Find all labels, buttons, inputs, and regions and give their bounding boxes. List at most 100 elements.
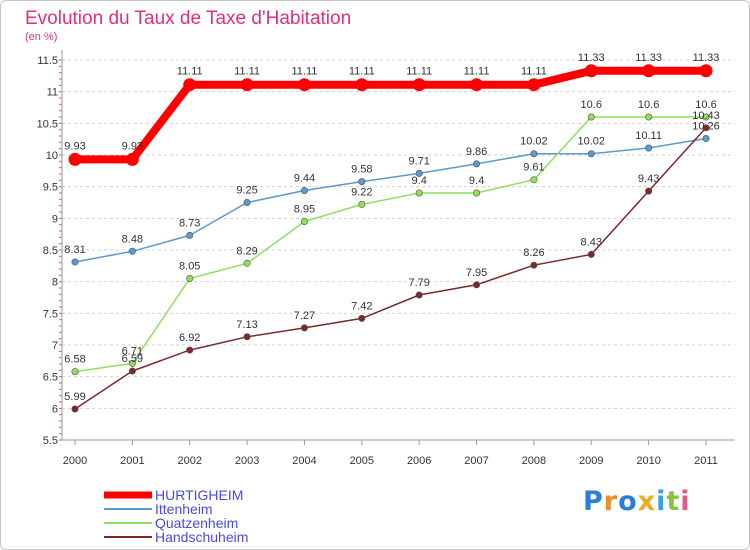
y-tick-label: 5.5 — [43, 435, 58, 447]
data-label: 7.79 — [408, 277, 429, 289]
chart-title: Evolution du Taux de Taxe d'Habitation — [25, 8, 351, 29]
data-point — [355, 78, 369, 92]
data-point — [125, 152, 139, 166]
data-label: 9.61 — [523, 162, 544, 174]
data-point — [470, 78, 484, 92]
data-label: 10.02 — [520, 136, 548, 148]
series-line-handschuheim — [74, 127, 707, 410]
x-tick-label: 2005 — [350, 455, 374, 467]
data-label: 7.13 — [236, 319, 257, 331]
data-point — [243, 259, 251, 267]
data-label: 6.59 — [122, 353, 143, 365]
data-label: 8.26 — [523, 247, 544, 259]
x-tick-label: 2011 — [694, 455, 718, 467]
data-point — [297, 78, 311, 92]
y-tick-label: 8 — [52, 277, 58, 289]
data-point — [186, 274, 194, 282]
legend-label: Handschuheim — [155, 529, 248, 545]
x-tick-label: 2009 — [579, 455, 603, 467]
axes: 5.5 6 6.5 7 7.5 8 8.5 9 9.5 10 10.5 11 11.5 2000 2001 2… — [37, 50, 735, 467]
data-labels: 9.93 9.93 11.11 11.11 11.11 11.11 11.11 11.11 11… — [64, 52, 719, 403]
data-point — [473, 189, 481, 197]
x-tick-label: 2004 — [292, 455, 316, 467]
data-label: 11.33 — [693, 52, 720, 64]
y-tick-label: 10 — [46, 150, 58, 162]
data-label: 7.42 — [351, 300, 372, 312]
data-point — [702, 113, 710, 121]
data-label: 11.11 — [464, 66, 490, 78]
data-label: 7.95 — [466, 267, 487, 279]
logo-letter: o — [618, 486, 638, 517]
data-point — [300, 324, 308, 332]
data-label: 9.22 — [351, 186, 372, 198]
data-label: 11.33 — [578, 52, 605, 64]
data-point — [584, 64, 598, 78]
data-point — [186, 346, 194, 354]
data-label: 6.92 — [179, 332, 200, 344]
logo-letter: x — [637, 486, 657, 517]
data-label: 10.02 — [578, 136, 606, 148]
data-label: 9.93 — [64, 140, 85, 152]
data-point — [71, 258, 79, 266]
series-line-quatzenheim — [74, 116, 706, 373]
data-point — [243, 333, 251, 341]
y-tick-label: 11 — [47, 87, 58, 99]
data-label: 10.6 — [695, 99, 716, 111]
data-label: 9.58 — [351, 164, 372, 176]
y-tick-label: 7.5 — [43, 308, 58, 320]
data-label: 11.33 — [635, 52, 662, 64]
data-label: 8.48 — [122, 233, 143, 245]
legend-label: Ittenheim — [155, 501, 213, 517]
data-point — [702, 124, 710, 132]
data-label: 9.71 — [408, 155, 429, 167]
unit-label: (en %) — [25, 31, 57, 43]
logo-letter: P — [583, 486, 604, 517]
data-label: 7.27 — [294, 310, 315, 322]
data-label: 9.4 — [412, 175, 427, 187]
y-tick-label: 6 — [52, 403, 58, 415]
data-point — [415, 169, 423, 177]
data-label: 8.43 — [581, 236, 602, 248]
data-point — [71, 368, 79, 376]
data-point — [358, 314, 366, 322]
x-tick-label: 2002 — [177, 455, 201, 467]
y-tick-label: 8.5 — [43, 245, 58, 257]
legend: HURTIGHEIMIttenheimQuatzenheimHandschuhe… — [104, 487, 248, 545]
data-label: 10.6 — [638, 99, 659, 111]
data-label: 6.58 — [64, 354, 85, 366]
logo-letter: i — [656, 486, 667, 517]
data-point — [71, 405, 79, 413]
data-label: 11.11 — [349, 66, 375, 78]
y-tick-label: 6.5 — [43, 372, 58, 384]
data-label: 5.99 — [64, 391, 85, 403]
data-label: 11.11 — [292, 66, 318, 78]
data-point — [358, 178, 366, 186]
logo-letter: t — [666, 486, 681, 517]
data-point — [128, 359, 136, 367]
x-tick-label: 2010 — [636, 455, 660, 467]
x-tick-label: 2000 — [63, 455, 87, 467]
data-point — [530, 150, 538, 158]
data-point — [699, 64, 713, 78]
legend-label: Quatzenheim — [155, 515, 238, 531]
data-point — [645, 187, 653, 195]
x-tick-label: 2008 — [522, 455, 546, 467]
data-label: 10.11 — [635, 130, 662, 142]
data-point — [300, 218, 308, 226]
data-point — [68, 152, 82, 166]
data-label: 9.4 — [469, 175, 484, 187]
data-point — [587, 250, 595, 258]
x-tick-label: 2006 — [407, 455, 431, 467]
data-point — [300, 186, 308, 194]
data-point — [128, 367, 136, 375]
data-point — [183, 78, 197, 92]
data-label: 11.11 — [406, 66, 432, 78]
data-label: 9.44 — [294, 172, 315, 184]
data-point — [587, 150, 595, 158]
data-point — [358, 200, 366, 208]
data-label: 10.26 — [692, 121, 720, 133]
data-point — [642, 64, 656, 78]
data-point — [473, 160, 481, 168]
logo-letter: i — [680, 486, 691, 517]
